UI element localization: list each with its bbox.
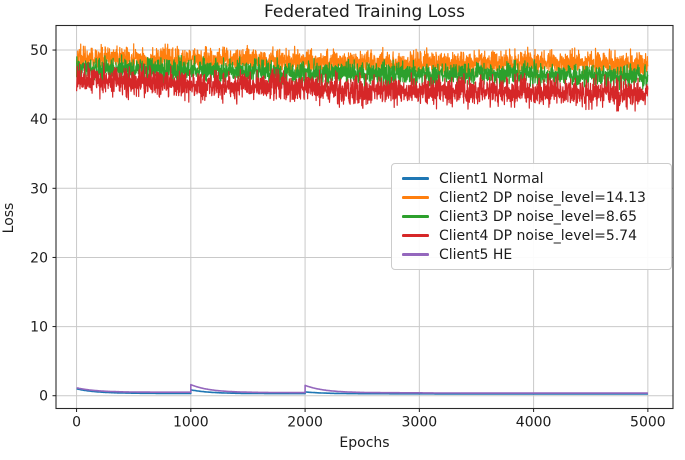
legend-item-2: Client2 DP noise_level=14.13 — [402, 190, 661, 206]
legend-line-sample — [402, 215, 429, 218]
legend-item-4: Client4 DP noise_level=5.74 — [402, 228, 661, 244]
legend-label: Client1 Normal — [439, 170, 544, 187]
series-line-3 — [76, 54, 649, 92]
series-line-5 — [76, 383, 649, 394]
x-tick-label: 3000 — [402, 415, 438, 431]
legend-line-sample — [402, 177, 429, 180]
legend-line-sample — [402, 253, 429, 256]
x-axis-label: Epochs — [339, 435, 390, 451]
y-tick-label: 50 — [30, 43, 48, 59]
series-line-2 — [76, 43, 649, 80]
x-tick-label: 1000 — [173, 415, 209, 431]
legend-label: Client5 HE — [439, 246, 513, 263]
y-tick-label: 40 — [30, 112, 48, 128]
y-axis-label: Loss — [1, 202, 17, 234]
legend-item-3: Client3 DP noise_level=8.65 — [402, 209, 661, 225]
x-tick-label: 0 — [72, 415, 81, 431]
series-line-4 — [76, 62, 649, 112]
y-tick-label: 10 — [30, 320, 48, 336]
y-tick-label: 0 — [39, 389, 48, 405]
y-tick-label: 20 — [30, 250, 48, 266]
x-tick-label: 5000 — [630, 415, 666, 431]
x-tick-label: 4000 — [516, 415, 552, 431]
legend-line-sample — [402, 196, 429, 199]
x-tick-label: 2000 — [287, 415, 323, 431]
legend-label: Client3 DP noise_level=8.65 — [439, 208, 637, 225]
legend-item-5: Client5 HE — [402, 247, 661, 263]
legend-item-1: Client1 Normal — [402, 171, 661, 187]
legend-label: Client2 DP noise_level=14.13 — [439, 189, 646, 206]
legend: Client1 Normal Client2 DP noise_level=14.… — [391, 163, 672, 270]
axes-spines — [55, 24, 674, 410]
legend-label: Client4 DP noise_level=5.74 — [439, 227, 637, 244]
y-tick-label: 30 — [30, 181, 48, 197]
legend-line-sample — [402, 234, 429, 237]
chart-title: Federated Training Loss — [263, 2, 466, 22]
